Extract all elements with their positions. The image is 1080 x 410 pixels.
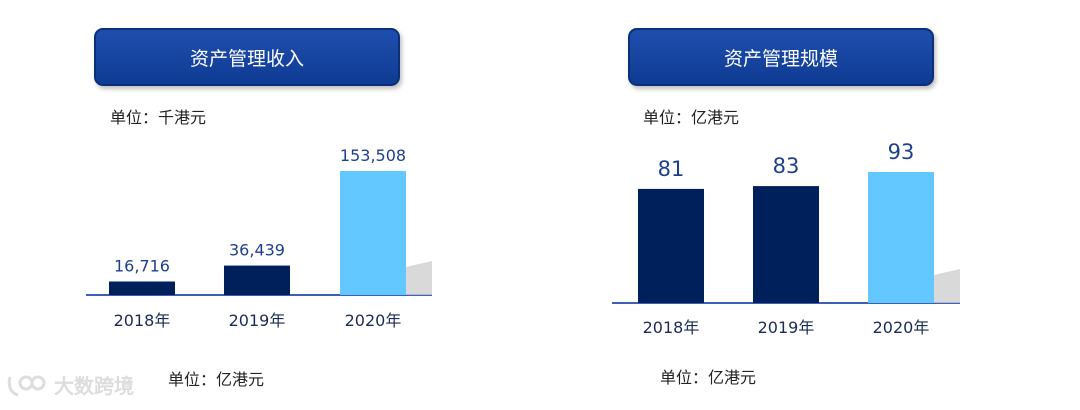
left-chart-title: 资产管理收入 bbox=[94, 28, 400, 86]
left-value-label-0: 16,716 bbox=[114, 256, 170, 275]
left-bar-1 bbox=[224, 265, 290, 295]
right-unit-label: 单位：亿港元 bbox=[643, 108, 740, 127]
left-category-label-1: 2019年 bbox=[229, 311, 286, 330]
left-category-label-2: 2020年 bbox=[345, 311, 402, 330]
right-chart-title-text: 资产管理规模 bbox=[723, 47, 838, 70]
watermark: 大数跨境 bbox=[6, 370, 134, 399]
left-footer-unit: 单位：亿港元 bbox=[168, 370, 265, 389]
right-footer-unit: 单位：亿港元 bbox=[660, 368, 757, 387]
left-chart-title-text: 资产管理收入 bbox=[189, 47, 304, 70]
right-chart-title: 资产管理规模 bbox=[628, 28, 934, 86]
left-bar-2 bbox=[340, 171, 406, 295]
left-category-label-0: 2018年 bbox=[114, 311, 171, 330]
left-bar-0 bbox=[109, 281, 175, 295]
watermark-text: 大数跨境 bbox=[54, 374, 134, 398]
left-value-label-2: 153,508 bbox=[340, 146, 406, 165]
left-bar-shadow bbox=[406, 261, 432, 295]
left-unit-label: 单位：千港元 bbox=[110, 108, 207, 127]
left-value-label-1: 36,439 bbox=[229, 241, 285, 260]
logo-icon bbox=[7, 375, 46, 396]
